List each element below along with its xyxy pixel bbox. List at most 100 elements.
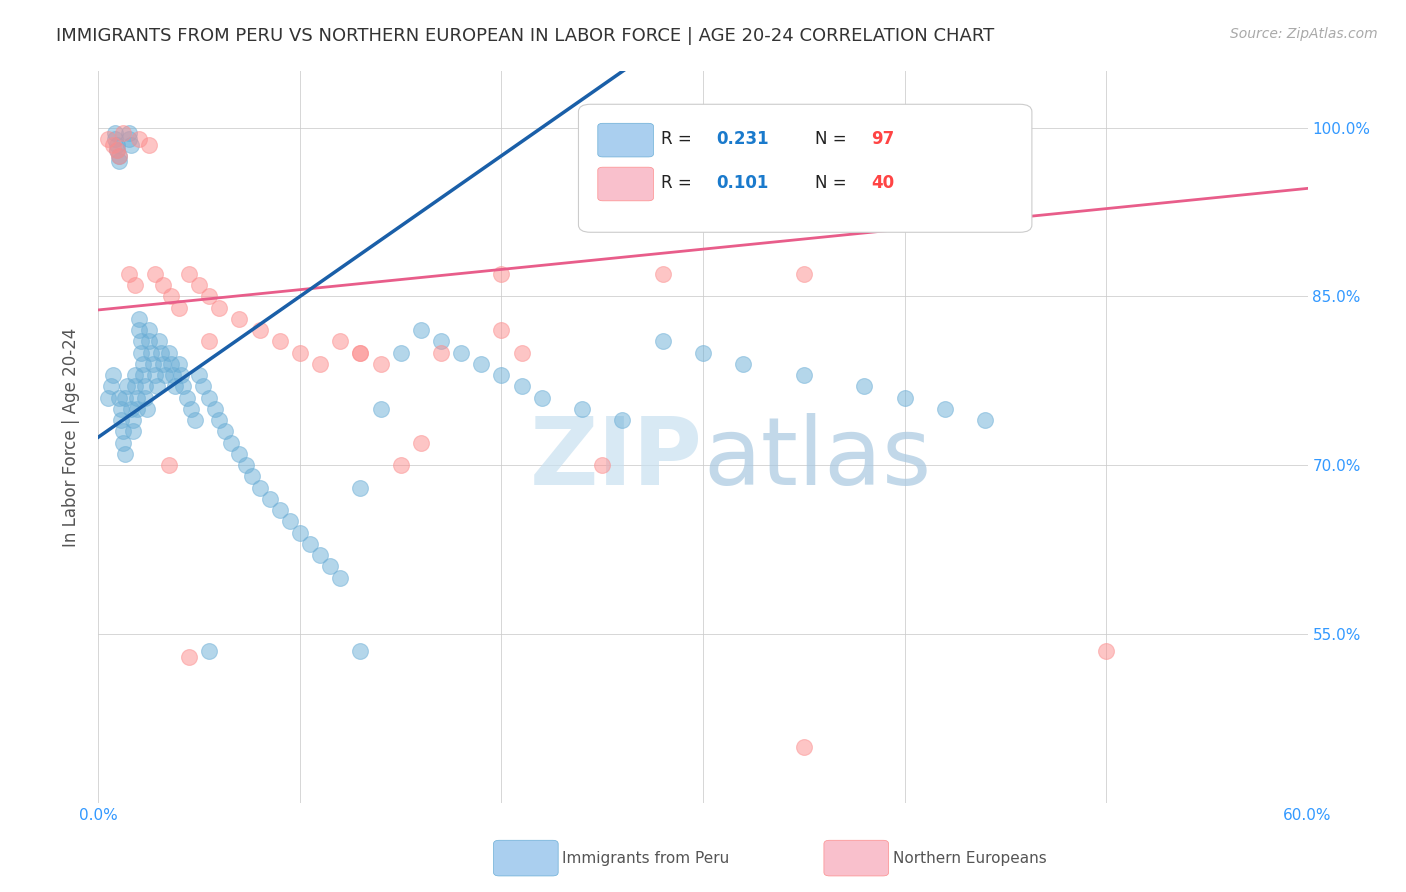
Point xyxy=(612,413,634,427)
Point xyxy=(491,323,513,337)
Point xyxy=(132,357,155,371)
Text: R =: R = xyxy=(661,130,697,148)
Point xyxy=(172,379,194,393)
Point xyxy=(118,132,141,146)
Point xyxy=(103,126,125,140)
Point xyxy=(470,357,492,371)
Point xyxy=(510,345,533,359)
Point xyxy=(389,345,412,359)
Point xyxy=(651,334,673,349)
Point xyxy=(149,345,172,359)
Point xyxy=(409,435,432,450)
Point xyxy=(309,548,332,562)
Point xyxy=(121,425,143,439)
Text: IMMIGRANTS FROM PERU VS NORTHERN EUROPEAN IN LABOR FORCE | AGE 20-24 CORRELATION: IMMIGRANTS FROM PERU VS NORTHERN EUROPEA… xyxy=(56,27,994,45)
Point xyxy=(974,413,997,427)
Text: Source: ZipAtlas.com: Source: ZipAtlas.com xyxy=(1230,27,1378,41)
Point xyxy=(278,515,301,529)
Point xyxy=(134,391,156,405)
Point xyxy=(101,137,124,152)
FancyBboxPatch shape xyxy=(598,123,654,157)
Point xyxy=(134,379,156,393)
Point xyxy=(111,435,134,450)
Point xyxy=(793,368,815,383)
FancyBboxPatch shape xyxy=(598,167,654,201)
Point xyxy=(153,368,176,383)
Point xyxy=(110,401,132,416)
Point xyxy=(97,391,120,405)
Point xyxy=(105,143,128,157)
Point xyxy=(934,401,956,416)
Point xyxy=(430,334,453,349)
Point xyxy=(349,644,371,658)
Point xyxy=(389,458,412,473)
Point xyxy=(138,334,160,349)
Point xyxy=(125,401,148,416)
Text: N =: N = xyxy=(815,130,852,148)
Point xyxy=(491,267,513,281)
Text: Immigrants from Peru: Immigrants from Peru xyxy=(562,851,730,865)
Point xyxy=(146,379,169,393)
Point xyxy=(591,458,613,473)
Point xyxy=(319,559,342,574)
Point xyxy=(240,469,263,483)
Point xyxy=(530,391,553,405)
Point xyxy=(259,491,281,506)
Point xyxy=(111,425,134,439)
Point xyxy=(198,644,221,658)
Point xyxy=(349,345,371,359)
Point xyxy=(733,357,755,371)
Point xyxy=(329,334,352,349)
Point xyxy=(160,289,183,303)
Point xyxy=(110,413,132,427)
Point xyxy=(167,357,190,371)
Point xyxy=(893,391,915,405)
Point xyxy=(208,301,231,315)
Point xyxy=(100,379,122,393)
Point xyxy=(120,137,142,152)
Point xyxy=(179,649,201,664)
Point xyxy=(450,345,472,359)
Point xyxy=(349,345,371,359)
Point xyxy=(105,137,128,152)
Point xyxy=(163,379,186,393)
Point xyxy=(111,126,134,140)
Point xyxy=(124,368,146,383)
Point xyxy=(105,143,128,157)
Point xyxy=(228,312,250,326)
Point xyxy=(152,357,174,371)
Text: Northern Europeans: Northern Europeans xyxy=(893,851,1046,865)
Point xyxy=(139,345,162,359)
Point xyxy=(235,458,257,473)
Point xyxy=(370,401,392,416)
Point xyxy=(121,413,143,427)
Point xyxy=(193,379,215,393)
Point xyxy=(107,149,129,163)
Point xyxy=(188,278,211,293)
Point xyxy=(162,368,184,383)
Point xyxy=(180,401,202,416)
Point xyxy=(124,278,146,293)
Point xyxy=(132,368,155,383)
Point xyxy=(228,447,250,461)
Point xyxy=(249,323,271,337)
Point xyxy=(135,401,157,416)
Point xyxy=(571,401,593,416)
Point xyxy=(124,379,146,393)
Point xyxy=(115,379,138,393)
Point xyxy=(1095,644,1118,658)
Point xyxy=(143,267,166,281)
Point xyxy=(118,126,141,140)
Point xyxy=(114,391,136,405)
Point xyxy=(349,481,371,495)
Point xyxy=(249,481,271,495)
Point xyxy=(208,413,231,427)
Point xyxy=(128,312,150,326)
Point xyxy=(214,425,236,439)
Point xyxy=(152,278,174,293)
Point xyxy=(138,323,160,337)
Point xyxy=(107,154,129,169)
Point xyxy=(129,345,152,359)
Point xyxy=(125,391,148,405)
Point xyxy=(309,357,332,371)
